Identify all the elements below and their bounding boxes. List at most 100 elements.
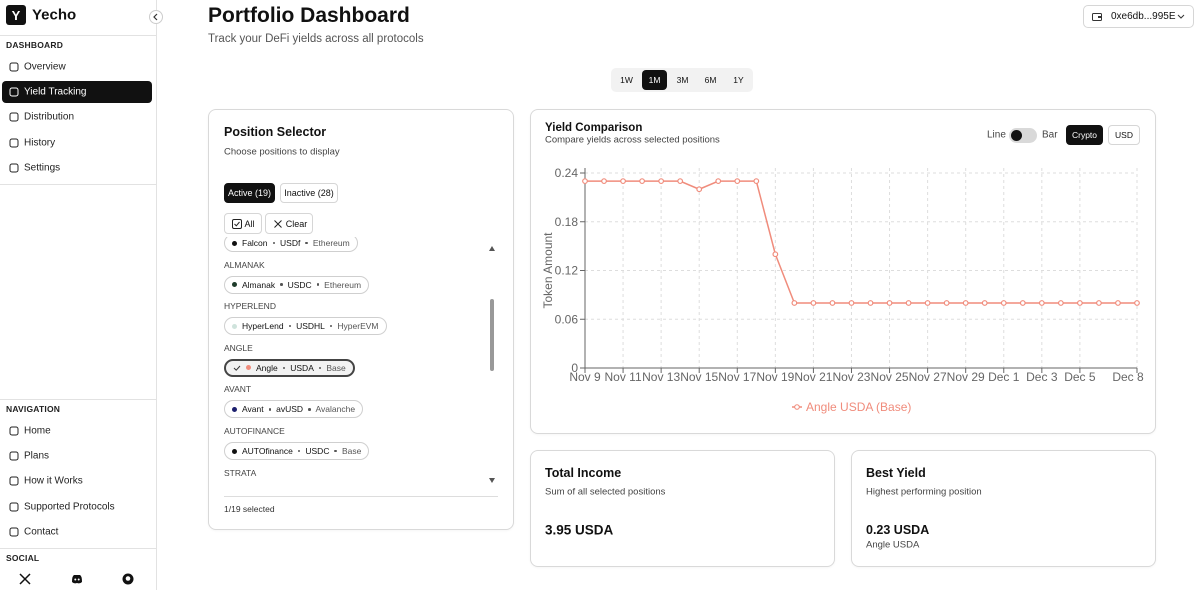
stat-subtitle: Highest performing position bbox=[866, 486, 982, 498]
separator bbox=[297, 449, 301, 453]
position-pill[interactable]: AUTOfinance USDC Base bbox=[224, 442, 370, 460]
data-point bbox=[1000, 300, 1007, 306]
data-point bbox=[829, 300, 836, 306]
chain: Ethereum bbox=[324, 279, 362, 290]
data-point bbox=[639, 178, 646, 185]
y-tick-label: 0.18 bbox=[555, 215, 579, 229]
x-tick-label: Nov 15 bbox=[680, 370, 718, 384]
separator bbox=[334, 449, 337, 453]
y-tick-label: 0 bbox=[571, 361, 578, 375]
clear-button[interactable]: Clear bbox=[265, 213, 313, 234]
line-chart: 0 0.06 0.12 0.18 0.24 Nov 9 Nov 11 Nov 13 Nov 15… bbox=[541, 166, 1144, 414]
data-point bbox=[924, 300, 931, 306]
token: USDHL bbox=[296, 321, 325, 332]
x-tick-label: Nov 11 bbox=[604, 370, 641, 384]
github-icon[interactable] bbox=[122, 573, 134, 585]
position-color bbox=[246, 365, 251, 371]
data-point bbox=[1115, 300, 1121, 306]
nav-item[interactable]: Overview bbox=[2, 56, 152, 78]
separator bbox=[329, 324, 333, 328]
unit-usd[interactable]: USD bbox=[1108, 125, 1140, 145]
stat-title: Best Yield bbox=[866, 466, 926, 480]
protocol: HyperLend bbox=[242, 321, 284, 332]
position-list: Falcon USDf Ethereum ALMANAK Almanak USDC Ethe… bbox=[224, 237, 486, 490]
nav-item[interactable]: Supported Protocols bbox=[2, 496, 152, 518]
position-pill[interactable]: HyperLend USDHL HyperEVM bbox=[224, 317, 387, 336]
stat-subtitle: Sum of all selected positions bbox=[545, 486, 666, 498]
section-title: NAVIGATION bbox=[6, 404, 61, 414]
section-title: SOCIAL bbox=[6, 553, 40, 563]
chart-subtitle: Compare yields across selected positions bbox=[545, 134, 720, 146]
chain: Base bbox=[341, 446, 362, 456]
separator bbox=[282, 366, 286, 370]
separator bbox=[268, 408, 272, 411]
nav-item[interactable]: Yield Tracking bbox=[2, 81, 152, 104]
y-axis-label: Token Amount bbox=[541, 232, 555, 309]
nav-item[interactable]: Distribution bbox=[2, 106, 152, 128]
tab-inactive[interactable]: Inactive (28) bbox=[280, 183, 338, 203]
nav-item[interactable]: Contact bbox=[2, 521, 152, 543]
unit-crypto[interactable]: Crypto bbox=[1066, 125, 1103, 145]
nav-item[interactable]: Settings bbox=[2, 157, 152, 179]
nav-label: Settings bbox=[24, 162, 61, 174]
time-range-button[interactable]: 1Y bbox=[733, 75, 744, 85]
time-range-button[interactable]: 3M bbox=[676, 75, 689, 85]
x-icon[interactable] bbox=[19, 573, 31, 585]
brand[interactable]: Yecho bbox=[32, 6, 77, 24]
x-tick-label: Dec 8 bbox=[1112, 370, 1144, 384]
data-point bbox=[848, 300, 855, 306]
chain: HyperEVM bbox=[337, 321, 379, 332]
data-point bbox=[867, 300, 874, 306]
button-label: All bbox=[244, 218, 255, 229]
discord-icon[interactable] bbox=[71, 574, 83, 584]
position-pill[interactable]: Almanak USDC Ethereum bbox=[224, 275, 370, 294]
x-tick-label: Dec 3 bbox=[1026, 370, 1058, 384]
position-pill[interactable]: Falcon USDf Ethereum bbox=[224, 237, 358, 252]
stat-card bbox=[530, 450, 835, 567]
chart-type-toggle[interactable] bbox=[1009, 128, 1037, 143]
position-pill[interactable]: Avant avUSD Avalanche bbox=[224, 400, 364, 419]
x-tick-label: Nov 27 bbox=[909, 370, 947, 384]
wallet-address: 0xe6db...995E bbox=[1111, 11, 1176, 22]
data-point bbox=[582, 178, 588, 185]
divider bbox=[0, 548, 157, 549]
data-point bbox=[715, 178, 722, 185]
separator bbox=[305, 241, 308, 245]
data-point bbox=[734, 178, 741, 185]
nav-item[interactable]: How it Works bbox=[2, 470, 152, 492]
data-point bbox=[601, 178, 607, 185]
data-point bbox=[696, 186, 703, 193]
data-point bbox=[620, 178, 626, 185]
position-pill[interactable]: Angle USDA Base bbox=[224, 358, 355, 377]
series-line bbox=[585, 180, 1137, 304]
position-color bbox=[232, 240, 237, 246]
time-range-selector bbox=[611, 68, 753, 92]
y-tick-label: 0.06 bbox=[555, 312, 579, 326]
logo[interactable]: Y bbox=[6, 5, 26, 25]
nav-label: Plans bbox=[24, 450, 50, 462]
x-tick-label: Nov 13 bbox=[642, 370, 680, 384]
x-tick-label: Nov 29 bbox=[947, 370, 985, 384]
select-all-button[interactable]: All bbox=[224, 213, 262, 234]
stat-title: Total Income bbox=[545, 466, 622, 480]
nav-item[interactable]: Plans bbox=[2, 445, 152, 467]
time-range-button[interactable]: 1M bbox=[642, 70, 667, 90]
nav-item[interactable]: History bbox=[2, 132, 152, 154]
wallet-button[interactable]: 0xe6db...995E bbox=[1083, 5, 1194, 28]
tab-active[interactable]: Active (19) bbox=[224, 183, 275, 203]
nav-label: Home bbox=[24, 425, 51, 437]
nav-label: Overview bbox=[24, 61, 66, 73]
scrollbar[interactable] bbox=[487, 243, 497, 488]
time-range-button[interactable]: 1W bbox=[620, 75, 633, 85]
toggle-label: Line bbox=[987, 129, 1006, 141]
nav-item[interactable]: Home bbox=[2, 420, 152, 442]
collapse-button[interactable] bbox=[149, 10, 163, 24]
nav-label: Contact bbox=[24, 526, 59, 538]
divider bbox=[0, 184, 157, 185]
separator bbox=[318, 366, 322, 370]
y-tick-label: 0.12 bbox=[555, 264, 579, 278]
x-tick-label: Nov 19 bbox=[756, 370, 794, 384]
nav-label: Distribution bbox=[24, 111, 75, 123]
time-range-button[interactable]: 6M bbox=[704, 75, 717, 85]
